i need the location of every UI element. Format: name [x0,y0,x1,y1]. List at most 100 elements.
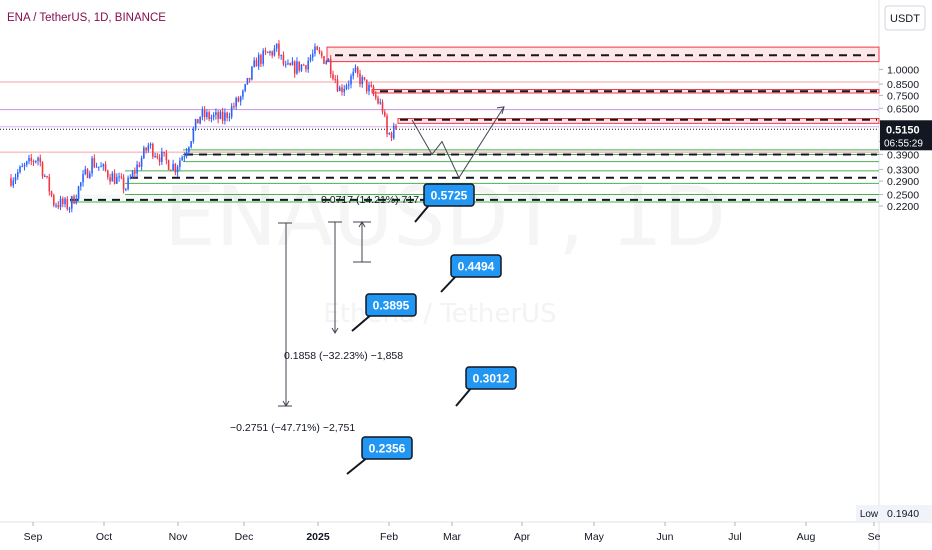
candle-body [43,176,46,178]
candle-body [264,50,267,52]
candle-body [201,109,204,117]
current-price-badge [880,120,932,151]
candle-body [359,73,361,85]
candle-body [212,114,215,118]
time-tick-label: Sep [24,531,43,543]
candle-body [343,88,346,93]
callout-pointer [414,203,431,223]
candle-body [61,198,64,205]
candle-body [329,58,332,75]
candle-body [167,160,170,170]
symbol-title: ENA / TetherUS, 1D, BINANCE [7,12,166,24]
candle-body [345,85,348,89]
candle-body [309,57,312,61]
measure-label-lower: −0.2751 (−47.71%) −2,751 [230,422,355,434]
candle-body [199,116,201,124]
candle-body [293,61,296,74]
candle-body [84,169,87,174]
candle-body [215,112,217,115]
measure-label-upper: 0.0717 (14.21%) 717 [321,194,419,206]
currency-button[interactable] [884,5,926,31]
candle-body [163,151,165,154]
candle-body [356,67,359,74]
candle-body [228,116,231,118]
candle-body [21,166,24,168]
candle-body [57,205,60,208]
candle-body [125,189,127,191]
resistance-zone [397,118,880,124]
candle-body [239,96,242,102]
candle-body [278,43,280,56]
candle-body [280,55,282,57]
candle-body [314,46,316,54]
candle-body [381,102,384,112]
candle-body [197,119,199,124]
candle-body [107,170,109,178]
candle-body [282,55,285,65]
candle-body [311,53,314,58]
candle-body [12,180,15,186]
time-tick-label: Nov [169,531,188,543]
candle-body [59,198,62,208]
candle-body [37,157,39,161]
candle-body [127,177,129,190]
callout-box[interactable] [450,254,502,278]
candle-body [284,64,287,66]
callout-box[interactable] [361,436,413,460]
candle-body [181,157,183,161]
candle-body [235,97,237,107]
candle-body [372,86,375,95]
candle-body [158,157,161,162]
low-tag-background [856,505,882,521]
candle-body [10,178,12,186]
candle-body [104,164,107,171]
callout-box[interactable] [365,293,417,317]
candle-body [347,84,350,86]
candle-body [269,51,271,53]
candle-body [32,160,35,163]
candle-body [226,112,228,118]
time-tick-label: Jul [728,531,741,543]
time-tick-label: Dec [235,531,254,543]
time-tick-label: Feb [380,531,398,543]
candle-body [134,171,136,174]
candle-body [149,143,152,146]
candle-body [370,84,373,87]
candle-body [48,176,51,192]
price-tick-label: 0.2900 [887,176,919,188]
candle-body [120,176,123,178]
candle-body [275,43,278,49]
price-axis-pane [879,0,932,550]
callout-box[interactable] [423,183,475,207]
time-tick-label: May [584,531,605,543]
price-tick-label: 0.3300 [887,164,919,176]
candle-body [208,112,210,119]
candle-body [320,52,323,57]
candle-body [77,186,80,200]
candle-body [82,173,84,183]
price-tick-label: 1.0000 [887,64,919,76]
candle-body [192,129,195,142]
candle-countdown: 06:55:29 [884,138,923,149]
candle-body [145,147,147,151]
candle-body [129,177,132,179]
candle-body [352,71,355,76]
low-value-label: 0.1940 [887,508,919,520]
candle-body [390,133,393,139]
candle-body [350,75,352,85]
candle-body [287,63,289,65]
candle-body [39,157,42,163]
candle-body [323,56,325,64]
candle-body [156,155,159,158]
candle-body [16,172,19,177]
callout-pointer [440,274,458,293]
candle-body [131,171,134,178]
candle-body [86,169,89,178]
candle-body [116,177,118,184]
time-tick-label: 2025 [306,531,330,543]
candle-body [374,94,377,98]
candle-body [174,163,177,173]
candle-body [152,143,154,157]
callout-box[interactable] [465,366,517,390]
